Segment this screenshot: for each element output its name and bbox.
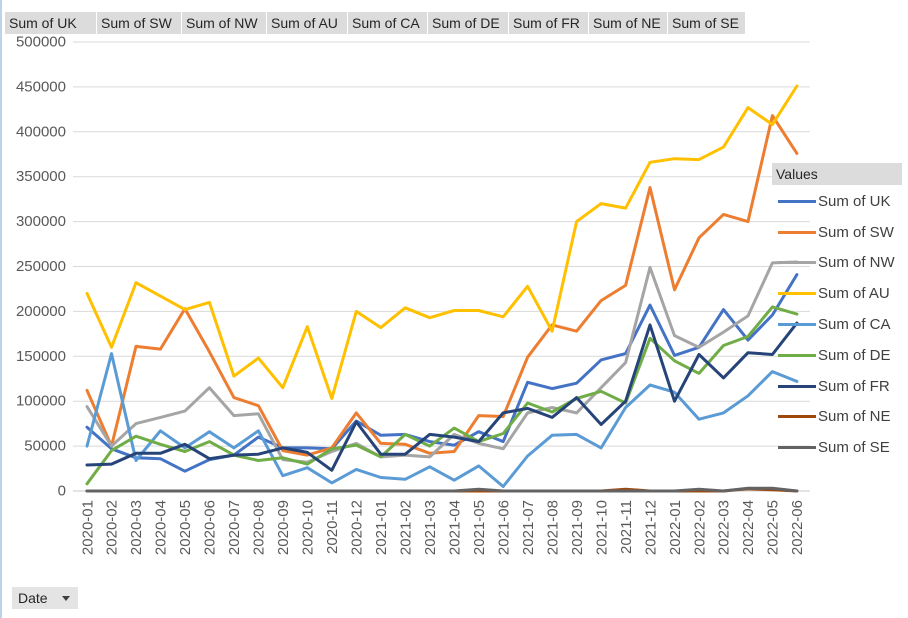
x-tick-label: 2020-11 — [324, 500, 341, 554]
x-tick-label: 2022-03 — [716, 500, 733, 555]
legend-label: Sum of AU — [818, 284, 890, 302]
legend-item-sum-of-sw: Sum of SW — [778, 222, 894, 242]
x-tick-label: 2020-07 — [226, 500, 243, 555]
legend-swatch — [778, 414, 816, 418]
legend-item-sum-of-ne: Sum of NE — [778, 406, 891, 426]
x-tick-label: 2021-07 — [520, 500, 537, 555]
legend-item-sum-of-nw: Sum of NW — [778, 252, 895, 272]
x-tick-label: 2020-04 — [153, 500, 170, 555]
x-tick-label: 2020-09 — [275, 500, 292, 555]
legend-title[interactable]: Values — [772, 163, 902, 185]
legend-label: Sum of DE — [818, 346, 891, 364]
x-tick-label: 2020-03 — [128, 500, 145, 555]
series-line-sum-of-ca[interactable] — [85, 352, 799, 488]
series-line-sum-of-au[interactable] — [85, 84, 799, 400]
date-field-button[interactable]: Date — [12, 587, 78, 609]
legend-item-sum-of-se: Sum of SE — [778, 437, 890, 457]
series-lines — [85, 84, 799, 493]
y-tick-label: 50000 — [24, 438, 66, 455]
legend-label: Sum of UK — [818, 192, 891, 210]
y-tick-label: 200000 — [16, 303, 66, 320]
field-button-sum-of-sw[interactable]: Sum of SW — [97, 12, 181, 34]
x-tick-label: 2020-10 — [300, 500, 317, 555]
y-axis-labels: 0 50000 100000 150000 200000 250000 300000 3500… — [16, 34, 66, 500]
x-tick-label: 2021-12 — [642, 500, 659, 555]
x-tick-label: 2021-09 — [569, 500, 586, 555]
field-button-sum-of-nw[interactable]: Sum of NW — [182, 12, 266, 34]
x-tick-label: 2020-08 — [251, 500, 268, 555]
series-line-sum-of-uk[interactable] — [85, 273, 799, 473]
series-line-sum-of-sw[interactable] — [85, 114, 799, 457]
legend-item-sum-of-au: Sum of AU — [778, 283, 890, 303]
x-tick-label: 2021-04 — [446, 500, 463, 555]
y-tick-label: 100000 — [16, 393, 66, 410]
field-button-sum-of-de[interactable]: Sum of DE — [428, 12, 508, 34]
date-field-label: Date — [18, 590, 48, 606]
field-button-sum-of-se[interactable]: Sum of SE — [668, 12, 745, 34]
x-tick-label: 2022-02 — [691, 500, 708, 555]
y-tick-label: 450000 — [16, 78, 66, 95]
field-button-sum-of-au[interactable]: Sum of AU — [267, 12, 347, 34]
x-tick-label: 2021-08 — [544, 500, 561, 555]
legend-label: Sum of NE — [818, 407, 891, 425]
legend-label: Sum of NW — [818, 253, 895, 271]
x-tick-label: 2022-04 — [740, 500, 757, 555]
legend-item-sum-of-de: Sum of DE — [778, 345, 891, 365]
legend-label: Sum of CA — [818, 315, 891, 333]
field-button-sum-of-fr[interactable]: Sum of FR — [509, 12, 588, 34]
series-line-sum-of-se[interactable] — [85, 486, 799, 493]
x-tick-label: 2021-01 — [373, 500, 390, 555]
x-tick-label: 2020-01 — [79, 500, 96, 555]
legend-swatch — [778, 384, 816, 388]
legend-swatch — [778, 322, 816, 326]
y-tick-label: 0 — [58, 483, 66, 500]
y-tick-label: 400000 — [16, 123, 66, 140]
x-tick-label: 2021-11 — [618, 500, 635, 554]
field-button-sum-of-ca[interactable]: Sum of CA — [348, 12, 427, 34]
x-axis-labels: 2020-01 2020-02 2020-03 2020-04 2020-05 2020-… — [79, 500, 806, 555]
legend-swatch — [778, 199, 816, 203]
legend-item-sum-of-ca: Sum of CA — [778, 314, 891, 334]
legend-label: Sum of SE — [818, 438, 890, 456]
legend-label: Sum of FR — [818, 377, 890, 395]
legend-item-sum-of-fr: Sum of FR — [778, 376, 890, 396]
x-tick-label: 2021-02 — [397, 500, 414, 555]
series-line-sum-of-fr[interactable] — [85, 321, 799, 472]
legend-item-sum-of-uk: Sum of UK — [778, 191, 891, 211]
x-tick-label: 2021-03 — [422, 500, 439, 555]
value-field-buttons: Sum of UK Sum of SW Sum of NW Sum of AU … — [5, 12, 745, 34]
dropdown-arrow-icon[interactable] — [62, 595, 70, 601]
x-tick-label: 2022-05 — [765, 500, 782, 555]
x-tick-label: 2021-05 — [471, 500, 488, 555]
gridlines — [73, 41, 810, 492]
y-tick-label: 500000 — [16, 34, 66, 51]
x-tick-label: 2022-01 — [667, 500, 684, 555]
legend-label: Sum of SW — [818, 223, 894, 241]
legend-swatch — [778, 291, 816, 295]
y-tick-label: 150000 — [16, 348, 66, 365]
window-left-edge — [0, 0, 2, 618]
x-tick-label: 2020-06 — [202, 500, 219, 555]
series-line-sum-of-de[interactable] — [85, 305, 799, 486]
y-tick-label: 250000 — [16, 258, 66, 275]
field-button-sum-of-uk[interactable]: Sum of UK — [5, 12, 96, 34]
x-tick-label: 2021-10 — [593, 500, 610, 555]
x-tick-label: 2022-06 — [789, 500, 806, 555]
x-tick-label: 2020-12 — [349, 500, 366, 555]
x-tick-label: 2021-06 — [495, 500, 512, 555]
legend-swatch — [778, 353, 816, 357]
legend-swatch — [778, 230, 816, 234]
y-tick-label: 300000 — [16, 213, 66, 230]
legend-swatch — [778, 260, 816, 264]
legend-swatch — [778, 445, 816, 449]
y-tick-label: 350000 — [16, 168, 66, 185]
field-button-sum-of-ne[interactable]: Sum of NE — [589, 12, 667, 34]
series-line-sum-of-nw[interactable] — [85, 260, 799, 464]
x-tick-label: 2020-02 — [104, 500, 121, 555]
x-tick-label: 2020-05 — [177, 500, 194, 555]
